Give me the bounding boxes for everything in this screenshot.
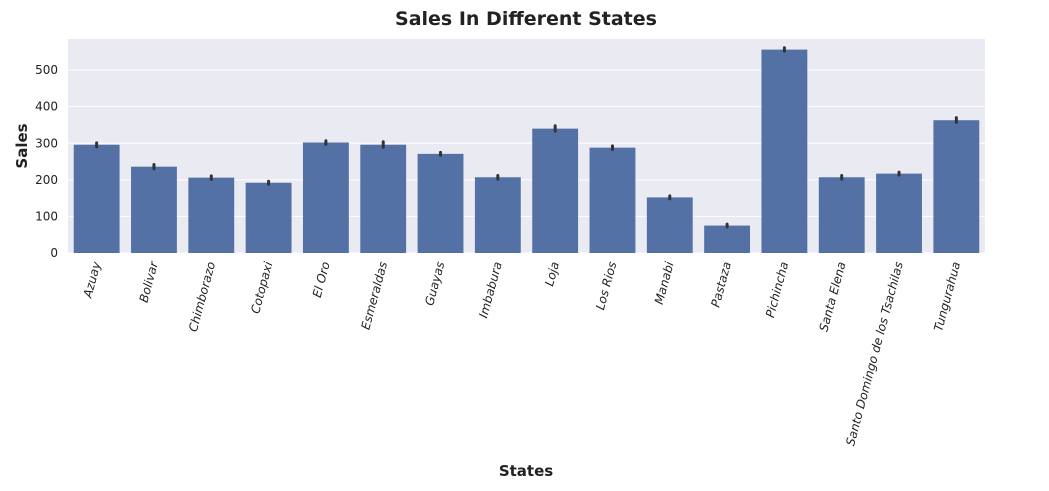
x-tick-label: Los Rios — [593, 260, 619, 311]
x-tick-label: Imbabura — [476, 260, 504, 319]
bar — [302, 142, 349, 253]
bar — [646, 197, 693, 253]
chart-title: Sales In Different States — [395, 8, 657, 30]
x-tick-label: Manabi — [652, 260, 677, 306]
error-bars — [95, 46, 958, 229]
x-tick-label: Chimborazo — [186, 260, 218, 333]
x-tick-label: Bolivar — [137, 259, 162, 304]
x-tick-label: Pichincha — [763, 260, 791, 319]
bars — [73, 49, 980, 253]
x-axis-label: States — [499, 462, 553, 480]
x-tick-label: Tungurahua — [931, 260, 963, 333]
bar — [704, 225, 751, 253]
x-tick-label: El Oro — [310, 260, 333, 299]
y-axis-label: Sales — [13, 123, 31, 168]
y-tick-label: 300 — [35, 136, 58, 150]
y-tick-label: 400 — [35, 100, 58, 114]
bar — [131, 166, 177, 253]
x-tick-label: Esmeraldas — [359, 260, 391, 331]
bar — [474, 177, 521, 253]
bar — [188, 177, 235, 253]
x-tick-label: Santa Elena — [817, 260, 849, 333]
bar — [245, 182, 292, 253]
y-tick-label: 200 — [35, 173, 58, 187]
x-axis-ticks: Azuay Bolivar Chimborazo Cotopaxi El Oro Esme… — [80, 259, 963, 447]
bar — [761, 49, 808, 253]
bar — [360, 144, 407, 253]
x-tick-label: Pastaza — [708, 260, 734, 309]
bar — [933, 120, 980, 253]
x-tick-label: Santo Domingo de los Tsachilas — [843, 260, 906, 447]
bar — [73, 144, 120, 253]
x-tick-label: Guayas — [422, 260, 447, 307]
x-tick-label: Cotopaxi — [248, 260, 275, 316]
bar — [532, 128, 579, 253]
y-tick-label: 100 — [35, 209, 58, 223]
bar — [417, 153, 464, 253]
x-tick-label: Azuay — [80, 259, 103, 300]
bar — [589, 147, 636, 253]
y-tick-label: 0 — [50, 246, 58, 260]
y-axis-ticks: 0 100 200 300 400 500 — [35, 63, 58, 260]
y-tick-label: 500 — [35, 63, 58, 77]
x-tick-label: Loja — [542, 260, 562, 287]
bar — [818, 177, 865, 253]
bar — [876, 173, 922, 253]
